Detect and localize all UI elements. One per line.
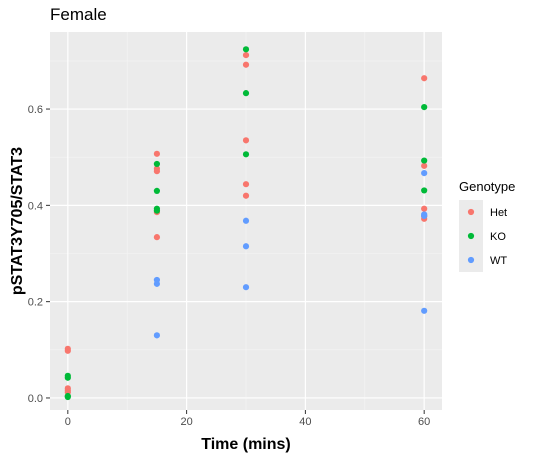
data-point-het bbox=[242, 61, 250, 68]
data-point-wt bbox=[153, 280, 161, 287]
legend-label-wt: WT bbox=[490, 255, 507, 267]
x-axis-ticks: 0 20 40 60 bbox=[65, 410, 430, 428]
data-point-ko bbox=[64, 393, 71, 401]
legend-label-ko: KO bbox=[490, 231, 506, 243]
data-point-het bbox=[64, 347, 71, 354]
data-point-wt bbox=[421, 169, 428, 177]
data-point-ko bbox=[242, 46, 250, 53]
legend: Genotype Het KO WT bbox=[459, 179, 515, 272]
y-tick-label: 0.2 bbox=[28, 297, 43, 309]
data-point-het bbox=[421, 75, 428, 82]
data-point-ko bbox=[242, 151, 250, 158]
data-point-ko bbox=[153, 207, 161, 214]
data-point-het bbox=[242, 192, 250, 199]
y-tick-label: 0.6 bbox=[28, 104, 43, 116]
data-point-het bbox=[242, 137, 250, 144]
x-tick-label: 60 bbox=[418, 416, 430, 428]
y-axis-title: pSTAT3Y705/STAT3 bbox=[9, 147, 26, 295]
data-point-het bbox=[153, 168, 161, 175]
chart-title: Female bbox=[50, 5, 107, 24]
legend-title: Genotype bbox=[459, 179, 515, 194]
data-point-wt bbox=[421, 212, 428, 220]
legend-key-het bbox=[467, 208, 475, 216]
data-point-ko bbox=[421, 104, 428, 111]
data-point-ko bbox=[153, 160, 161, 168]
x-tick-label: 20 bbox=[180, 416, 192, 428]
y-axis-ticks: 0.0 0.2 0.4 0.6 bbox=[28, 104, 50, 405]
y-tick-label: 0.0 bbox=[28, 393, 43, 405]
data-point-het bbox=[242, 181, 250, 188]
data-point-het bbox=[421, 162, 428, 169]
data-point-wt bbox=[421, 307, 428, 314]
x-axis-title: Time (mins) bbox=[201, 436, 291, 453]
data-point-ko bbox=[64, 374, 71, 381]
data-point-het bbox=[153, 234, 161, 241]
data-point-ko bbox=[421, 187, 428, 194]
legend-key-ko bbox=[467, 232, 475, 240]
data-point-ko bbox=[153, 187, 161, 195]
data-point-wt bbox=[242, 243, 250, 250]
legend-label-het: Het bbox=[490, 207, 507, 219]
x-tick-label: 0 bbox=[65, 416, 71, 428]
data-point-het bbox=[153, 150, 161, 157]
legend-key-wt bbox=[467, 256, 475, 264]
data-point-ko bbox=[421, 157, 428, 164]
data-point-wt bbox=[242, 217, 250, 224]
data-point-het bbox=[242, 52, 250, 59]
data-point-het bbox=[421, 205, 428, 212]
data-point-wt bbox=[153, 332, 161, 339]
y-tick-label: 0.4 bbox=[28, 200, 43, 212]
data-point-wt bbox=[242, 284, 250, 291]
x-tick-label: 40 bbox=[299, 416, 311, 428]
data-point-ko bbox=[242, 90, 250, 97]
data-points bbox=[64, 46, 428, 401]
